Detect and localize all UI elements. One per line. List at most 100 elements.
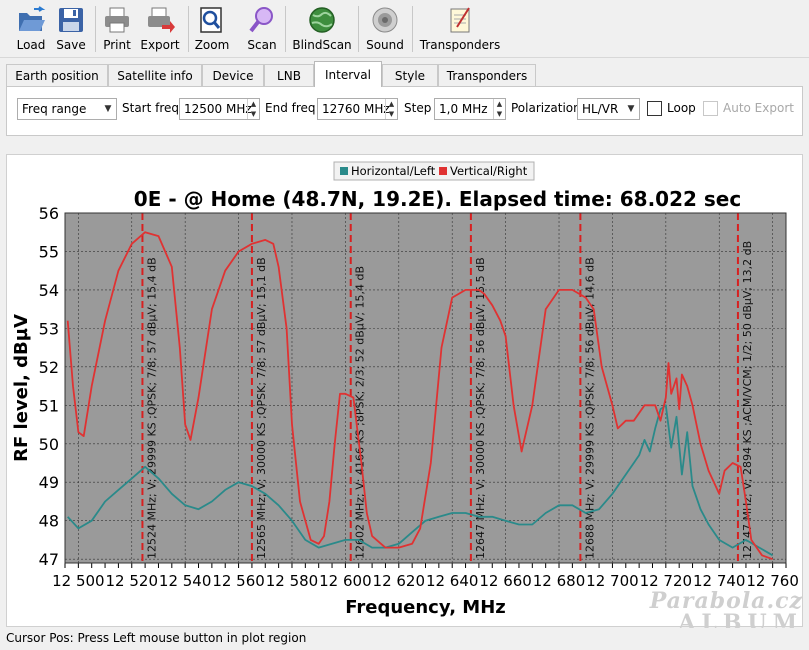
start-freq-value: 12500 MHz <box>184 102 252 116</box>
end-freq-label: End freq <box>265 101 316 115</box>
polarization-select[interactable]: HL/VR ▼ <box>577 98 640 120</box>
series-line-vertical <box>66 231 773 561</box>
floppy-disk-icon <box>59 8 83 32</box>
x-tick-label: 12 560 <box>212 572 265 590</box>
save-label: Save <box>56 38 86 52</box>
sound-label: Sound <box>366 38 404 52</box>
printer-icon <box>105 7 129 33</box>
tab-earth-position[interactable]: Earth position <box>6 64 108 86</box>
export-button[interactable]: Export <box>140 2 180 56</box>
x-tick-label: 12 660 <box>479 572 532 590</box>
x-tick-label: 12 740 <box>693 572 746 590</box>
tab-interval[interactable]: Interval <box>314 61 382 87</box>
chevron-down-icon: ▼ <box>104 104 112 114</box>
polarization-value: HL/VR <box>582 102 619 116</box>
chart-title: 0E - @ Home (48.7N, 19.2E). Elapsed time… <box>134 187 741 211</box>
transponders-button[interactable]: Transponders <box>420 2 500 56</box>
export-label: Export <box>140 38 180 52</box>
y-tick-label: 52 <box>39 358 59 377</box>
scan-label: Scan <box>247 38 277 52</box>
zoom-button[interactable]: Zoom <box>195 2 229 56</box>
x-tick-label: 12 500 <box>52 572 105 590</box>
series-line-horizontal <box>67 404 774 557</box>
export-icon <box>148 7 175 33</box>
tab-transponders[interactable]: Transponders <box>438 64 536 86</box>
range-mode-value: Freq range <box>22 102 87 116</box>
transponder-label: 12747 MHz; V; 2894 KS ;ACM/VCM; 1/2; 50 … <box>741 241 754 559</box>
auto-export-label: Auto Export <box>723 101 794 115</box>
start-freq-label: Start freq <box>122 101 180 115</box>
toolbar-separator <box>285 6 286 52</box>
tab-style[interactable]: Style <box>382 64 438 86</box>
toolbar-separator <box>95 6 96 52</box>
transponder-label: 12524 MHz; V; 29999 KS ;QPSK; 7/8; 57 dB… <box>145 257 158 559</box>
globe-icon <box>309 7 335 33</box>
legend-box <box>333 161 535 181</box>
y-tick-label: 51 <box>39 396 59 415</box>
print-label: Print <box>103 38 131 52</box>
y-tick-label: 55 <box>39 242 59 261</box>
spin-arrows-icon[interactable]: ▲ ▼ <box>493 99 505 119</box>
x-tick-label: 12 680 <box>533 572 586 590</box>
load-label: Load <box>16 38 46 52</box>
spectrum-plot-area[interactable]: 12 500 12 520 12 540 12 560 12 580 12 600 12 6… <box>6 154 803 627</box>
legend-swatch-vertical <box>439 167 447 175</box>
load-button[interactable]: Load <box>14 2 48 56</box>
legend-label-vertical: Vertical/Right <box>450 164 528 178</box>
status-text: Cursor Pos: Press Left mouse button in p… <box>6 631 307 645</box>
x-tick-label: 12 700 <box>586 572 639 590</box>
transponder-label: 12688 MHz; V; 29999 KS ;QPSK; 7/8; 56 dB… <box>583 257 596 559</box>
transponder-label: 12647 MHz; V; 30000 KS ;QPSK; 7/8; 56 dB… <box>474 257 487 559</box>
y-tick-label: 53 <box>39 319 59 338</box>
notepad-icon <box>450 7 470 33</box>
print-button[interactable]: Print <box>101 2 133 56</box>
x-tick-label: 12 620 <box>373 572 426 590</box>
x-tick-label: 12 520 <box>106 572 159 590</box>
x-tick-label: 12 600 <box>319 572 372 590</box>
chevron-down-icon: ▼ <box>627 104 635 114</box>
tab-lnb[interactable]: LNB <box>264 64 314 86</box>
auto-export-checkbox[interactable] <box>703 101 718 116</box>
folder-open-icon <box>19 6 46 31</box>
x-axis-title: Frequency, MHz <box>345 597 506 618</box>
toolbar-separator <box>412 6 413 52</box>
end-freq-spinbox[interactable]: 12760 MHz ▲ ▼ <box>317 98 398 120</box>
scan-icon <box>249 7 273 33</box>
main-toolbar: Load Save Print Export <box>0 0 809 58</box>
spectrum-chart[interactable]: 12 500 12 520 12 540 12 560 12 580 12 600 12 6… <box>7 155 804 628</box>
range-mode-select[interactable]: Freq range ▼ <box>17 98 117 120</box>
tab-device[interactable]: Device <box>202 64 264 86</box>
y-tick-label: 49 <box>39 473 59 492</box>
x-tick-label: 12 580 <box>266 572 319 590</box>
zoom-icon <box>200 7 222 33</box>
x-tick-label: 12 540 <box>159 572 212 590</box>
step-spinbox[interactable]: 1,0 MHz ▲ ▼ <box>434 98 506 120</box>
interval-panel: Freq range ▼ Start freq 12500 MHz ▲ ▼ End… <box>6 86 803 136</box>
interval-controls-row: Freq range ▼ Start freq 12500 MHz ▲ ▼ End… <box>7 98 802 122</box>
y-tick-label: 50 <box>39 435 59 454</box>
y-axis-title: RF level, dBµV <box>11 314 32 462</box>
toolbar-separator <box>188 6 189 52</box>
step-label: Step <box>404 101 432 115</box>
plot-frame <box>64 212 787 564</box>
start-freq-spinbox[interactable]: 12500 MHz ▲ ▼ <box>179 98 260 120</box>
end-freq-value: 12760 MHz <box>322 102 390 116</box>
blindscan-label: BlindScan <box>292 38 352 52</box>
save-button[interactable]: Save <box>54 2 88 56</box>
blindscan-button[interactable]: BlindScan <box>292 2 352 56</box>
spin-arrows-icon[interactable]: ▲ ▼ <box>385 99 397 119</box>
scan-button[interactable]: Scan <box>246 2 278 56</box>
legend-swatch-horizontal <box>340 167 348 175</box>
transponders-label: Transponders <box>419 38 501 52</box>
y-tick-label: 54 <box>39 281 59 300</box>
loop-checkbox[interactable] <box>647 101 662 116</box>
sound-button[interactable]: Sound <box>366 2 404 56</box>
toolbar-separator <box>358 6 359 52</box>
y-tick-label: 56 <box>39 204 59 223</box>
x-tick-label: 12 760 <box>746 572 799 590</box>
tab-satellite-info[interactable]: Satellite info <box>108 64 202 86</box>
transponder-label: 12565 MHz; V; 30000 KS ;QPSK; 7/8; 57 dB… <box>255 257 268 559</box>
spin-arrows-icon[interactable]: ▲ ▼ <box>247 99 259 119</box>
legend-label-horizontal: Horizontal/Left <box>351 164 436 178</box>
zoom-label: Zoom <box>194 38 230 52</box>
